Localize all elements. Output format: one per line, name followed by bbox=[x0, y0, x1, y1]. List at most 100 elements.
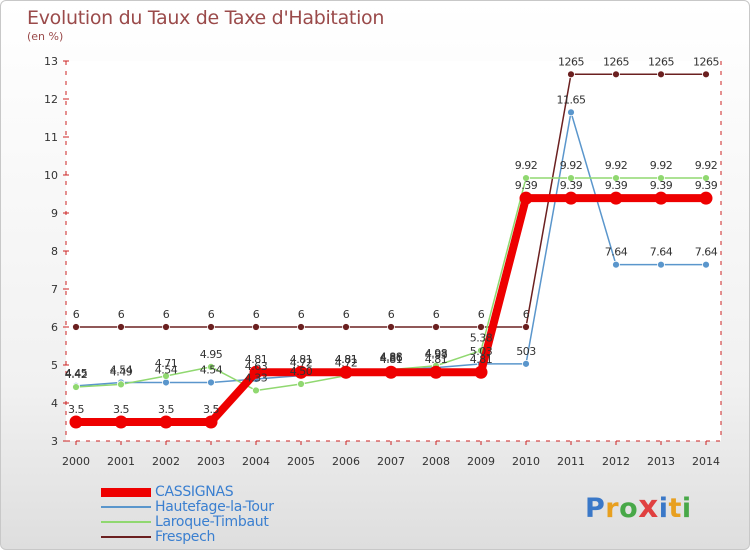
data-point-laroque-timbaut bbox=[207, 362, 215, 371]
data-label-cassignas: 4.81 bbox=[470, 353, 493, 366]
legend-item-frespech: Frespech bbox=[101, 529, 401, 545]
data-label-frespech: 6 bbox=[433, 308, 440, 321]
y-tick-label: 5 bbox=[51, 359, 58, 372]
legend-swatch bbox=[101, 536, 151, 538]
data-label-hautefage-la-tour: 5.03 bbox=[470, 345, 493, 358]
data-point-laroque-timbaut bbox=[702, 174, 710, 182]
logo-letter: x bbox=[638, 489, 659, 525]
data-point-frespech bbox=[72, 323, 80, 331]
data-label-hautefage-la-tour: 11.65 bbox=[557, 93, 586, 106]
y-tick-label: 6 bbox=[51, 321, 58, 334]
data-label-frespech: 6 bbox=[118, 308, 125, 321]
logo-letter: i bbox=[681, 493, 692, 524]
data-point-cassignas bbox=[249, 365, 263, 379]
data-label-cassignas: 9.39 bbox=[695, 179, 718, 192]
data-label-cassignas: 4.81 bbox=[335, 353, 358, 366]
data-label-laroque-timbaut: 9.92 bbox=[650, 159, 673, 172]
legend: CASSIGNAS Hautefage-la-Tour Laroque-Timbau… bbox=[101, 484, 401, 545]
data-point-laroque-timbaut bbox=[297, 380, 305, 388]
x-tick-label: 2010 bbox=[512, 455, 540, 468]
x-tick-label: 2000 bbox=[62, 455, 90, 468]
data-point-cassignas bbox=[159, 415, 173, 429]
y-tick-label: 9 bbox=[51, 207, 58, 220]
data-point-laroque-timbaut bbox=[657, 174, 665, 182]
data-label-hautefage-la-tour: 4.54 bbox=[155, 363, 178, 376]
data-label-laroque-timbaut: 4.33 bbox=[245, 371, 268, 384]
data-point-cassignas bbox=[114, 415, 128, 429]
y-tick-label: 11 bbox=[44, 131, 58, 144]
logo-letter: P bbox=[585, 493, 606, 524]
data-point-frespech bbox=[162, 323, 170, 331]
legend-item-laroque-timbaut: Laroque-Timbaut bbox=[101, 514, 401, 530]
data-label-hautefage-la-tour: 4.54 bbox=[200, 363, 223, 376]
data-point-frespech bbox=[657, 70, 665, 79]
data-point-cassignas bbox=[294, 365, 308, 379]
data-label-hautefage-la-tour: 4.81 bbox=[335, 353, 358, 366]
legend-swatch bbox=[101, 506, 151, 508]
x-tick-label: 2007 bbox=[377, 455, 405, 468]
data-point-cassignas bbox=[69, 415, 83, 429]
y-tick-label: 12 bbox=[44, 93, 58, 106]
data-point-frespech bbox=[207, 323, 215, 331]
x-tick-label: 2012 bbox=[602, 455, 630, 468]
data-label-laroque-timbaut: 9.92 bbox=[515, 159, 538, 172]
legend-label: Hautefage-la-Tour bbox=[155, 499, 274, 515]
data-label-hautefage-la-tour: 7.64 bbox=[695, 246, 718, 259]
data-label-frespech: 1265 bbox=[648, 55, 674, 68]
data-label-hautefage-la-tour: 4.63 bbox=[245, 360, 268, 373]
data-point-laroque-timbaut bbox=[522, 174, 530, 182]
legend-swatch bbox=[101, 521, 151, 523]
data-point-frespech bbox=[117, 323, 125, 331]
data-point-laroque-timbaut bbox=[117, 380, 125, 389]
legend-label: Laroque-Timbaut bbox=[155, 514, 269, 530]
data-label-cassignas: 9.39 bbox=[605, 179, 628, 192]
data-point-laroque-timbaut bbox=[72, 383, 80, 391]
data-point-cassignas bbox=[519, 191, 533, 205]
data-point-frespech bbox=[297, 323, 305, 331]
data-label-cassignas: 3.5 bbox=[203, 403, 219, 416]
data-point-cassignas bbox=[654, 191, 668, 205]
data-label-cassignas: 3.5 bbox=[158, 403, 174, 416]
data-point-frespech bbox=[252, 323, 260, 331]
data-label-laroque-timbaut: 9.92 bbox=[560, 159, 583, 172]
data-label-frespech: 1265 bbox=[693, 55, 719, 68]
logo-letter: o bbox=[619, 493, 639, 524]
x-tick-label: 2004 bbox=[242, 455, 270, 468]
x-tick-label: 2002 bbox=[152, 455, 180, 468]
data-point-frespech bbox=[567, 70, 575, 79]
x-tick-label: 2005 bbox=[287, 455, 315, 468]
x-tick-label: 2001 bbox=[107, 455, 135, 468]
data-point-cassignas bbox=[384, 365, 398, 379]
data-point-cassignas bbox=[609, 191, 623, 205]
legend-swatch bbox=[101, 487, 151, 497]
data-label-cassignas: 4.81 bbox=[290, 353, 313, 366]
data-label-laroque-timbaut: 4.71 bbox=[155, 357, 178, 370]
data-label-frespech: 6 bbox=[478, 308, 485, 321]
data-point-frespech bbox=[477, 323, 485, 331]
data-point-hautefage-la-tour bbox=[162, 378, 170, 387]
data-label-hautefage-la-tour: 4.54 bbox=[110, 363, 133, 376]
data-label-hautefage-la-tour: 4.93 bbox=[425, 349, 448, 362]
data-label-laroque-timbaut: 4.95 bbox=[200, 348, 223, 361]
data-label-frespech: 6 bbox=[253, 308, 260, 321]
data-point-frespech bbox=[702, 70, 710, 79]
data-label-frespech: 1265 bbox=[603, 55, 629, 68]
data-label-frespech: 6 bbox=[388, 308, 395, 321]
data-label-cassignas: 3.5 bbox=[68, 403, 84, 416]
data-label-laroque-timbaut: 9.92 bbox=[605, 159, 628, 172]
data-label-frespech: 6 bbox=[343, 308, 350, 321]
data-label-hautefage-la-tour: 7.64 bbox=[605, 246, 628, 259]
data-label-cassignas: 3.5 bbox=[113, 403, 129, 416]
data-point-frespech bbox=[522, 323, 530, 331]
data-point-frespech bbox=[342, 323, 350, 331]
data-label-laroque-timbaut: 4.49 bbox=[110, 365, 133, 378]
data-point-frespech bbox=[387, 323, 395, 331]
data-label-frespech: 1265 bbox=[558, 55, 584, 68]
data-label-hautefage-la-tour: 7.64 bbox=[650, 246, 673, 259]
data-label-laroque-timbaut: 9.92 bbox=[695, 159, 718, 172]
data-point-laroque-timbaut bbox=[162, 372, 170, 380]
legend-label: CASSIGNAS bbox=[155, 484, 234, 500]
data-label-laroque-timbaut: 4.50 bbox=[290, 365, 313, 378]
proxiti-logo: Proxiti bbox=[585, 489, 692, 525]
y-tick-label: 3 bbox=[51, 435, 58, 448]
